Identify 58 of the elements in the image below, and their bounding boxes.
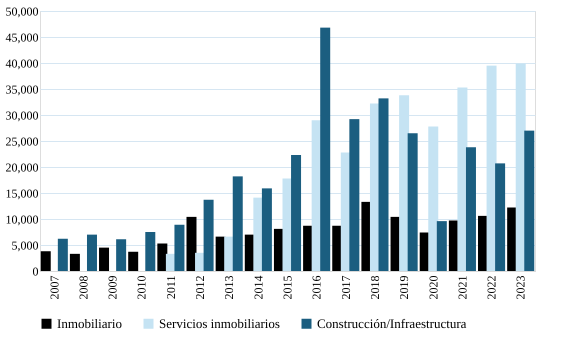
x-tick-label: 2007 [47,276,62,300]
x-tick-label: 2008 [76,276,90,300]
legend-label: Inmobiliario [57,316,122,331]
bar [436,221,447,271]
x-tick-label: 2023 [514,276,528,300]
bar [58,238,68,271]
bar [320,28,330,271]
x-tick-label: 2019 [397,276,412,300]
y-tick-label: 0 [32,264,38,278]
x-tick-label: 2020 [426,276,440,300]
bar [349,119,360,271]
y-tick-label: 25,000 [6,134,38,148]
x-tick-label: 2009 [106,276,120,300]
bar [128,252,138,271]
bar [204,200,214,271]
bar [408,133,418,271]
bar [70,254,80,271]
bar [157,243,168,271]
x-tick-label: 2021 [455,276,470,300]
y-tick-label: 5,000 [12,238,38,252]
bar [40,251,51,271]
x-tick-label: 2014 [251,276,266,300]
x-tick-label: 2013 [222,276,236,300]
x-tick-label: 2010 [134,276,149,300]
bar [232,176,243,271]
y-tick-label: 20,000 [6,160,38,174]
bar [420,232,430,271]
bar [495,163,506,271]
bar [291,155,302,271]
x-tick-label: 2016 [310,276,324,300]
y-tick-label: 30,000 [6,108,38,122]
legend-label: Construcción/Infraestructura [317,316,467,331]
x-tick-label: 2015 [280,276,294,300]
y-tick-label: 45,000 [6,30,38,44]
x-tick-label: 2011 [164,276,178,300]
legend-label: Servicios inmobiliarios [159,316,280,331]
bar [428,126,438,271]
bar [86,234,97,271]
y-tick-label: 10,000 [6,212,38,226]
bar [116,239,126,271]
bar [262,188,272,271]
x-tick-label: 2018 [368,276,382,300]
x-tick-label: 2017 [338,276,353,300]
bar [174,224,184,271]
bar [378,98,389,271]
bar [145,232,156,271]
x-tick-label: 2022 [484,276,499,300]
bar [516,64,526,271]
bar [186,216,196,271]
bar [524,130,534,271]
y-tick-label: 50,000 [6,4,38,18]
y-tick-label: 40,000 [6,56,38,70]
bar [486,66,497,271]
bar [466,147,476,271]
y-tick-label: 35,000 [6,82,38,96]
bar [99,248,110,271]
y-tick-label: 15,000 [6,186,38,200]
x-tick-label: 2012 [193,276,208,300]
